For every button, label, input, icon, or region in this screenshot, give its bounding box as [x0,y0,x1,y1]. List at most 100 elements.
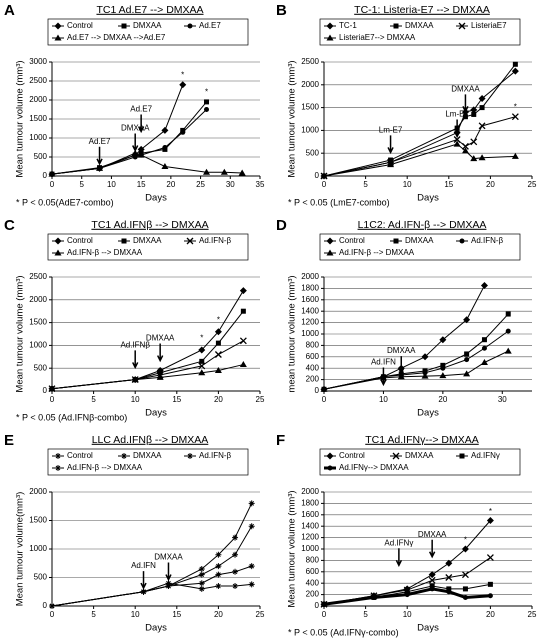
x-tick-label: 25 [528,180,537,189]
panel-letter: D [276,217,287,234]
marker [214,366,222,373]
x-tick-label: 35 [256,180,265,189]
marker [512,61,518,67]
marker [248,563,255,570]
marker [239,361,247,368]
annotation-arrow [132,350,139,370]
marker [387,161,395,168]
y-tick-label: 2000 [301,272,319,281]
marker [131,376,139,383]
x-tick-label: 20 [214,395,223,404]
x-tick-label: 10 [107,180,116,189]
legend-label: Ad.IFNγ [471,451,500,460]
y-tick-label: 2000 [29,95,47,104]
y-tick-label: 500 [34,573,48,582]
marker [240,308,246,314]
y-axis-label: Mean tumour volume (mm³) [287,490,298,607]
annotation-arrow [137,114,145,134]
marker [232,551,239,558]
annotation-arrow [96,146,103,166]
legend-marker [55,453,61,459]
x-tick-label: 25 [256,395,265,404]
y-tick-label: 1000 [29,341,47,350]
panel-letter: A [4,2,15,19]
legend-label: DMXAA [405,236,434,245]
annotation-arrow [387,135,394,155]
marker [478,122,486,130]
y-tick-label: 1800 [301,499,319,508]
marker [480,282,488,290]
y-tick-label: 1500 [301,103,319,112]
marker [239,337,247,345]
x-axis-label: Days [417,193,439,204]
annotation: Ad.IFNβ [120,341,150,350]
annotation-arrow [398,356,405,375]
x-tick-label: 5 [363,610,368,619]
marker [511,113,519,121]
marker [165,580,172,587]
y-tick-label: 1500 [29,318,47,327]
x-tick-label: 5 [363,180,368,189]
annotation-arrow [140,571,147,590]
marker [440,362,446,368]
x-tick-label: 0 [322,610,327,619]
legend-label: DMXAA [133,236,162,245]
marker [156,373,164,380]
marker [462,594,468,600]
x-tick-label: 10 [403,610,412,619]
y-tick-label: 200 [306,375,320,384]
annotation: * [200,334,203,343]
annotation-arrow [132,133,139,153]
series-line [323,313,509,390]
y-tick-label: 2000 [29,295,47,304]
y-tick-label: 500 [306,148,320,157]
x-tick-label: 5 [91,395,96,404]
x-tick-label: 30 [498,395,507,404]
y-tick-label: 1600 [301,510,319,519]
marker [161,126,169,134]
marker [403,585,411,593]
marker [248,581,255,588]
marker [429,586,435,592]
y-tick-label: 1200 [301,533,319,542]
y-tick-label: 1200 [301,318,319,327]
footnote: * P < 0.05 (Ad.IFNβ-combo) [16,412,127,422]
y-tick-label: 1400 [301,306,319,315]
legend-label: Ad.E7 [199,21,221,30]
chart-title: TC1 Ad.E7 --> DMXAA [96,4,203,16]
annotation: * [217,315,220,324]
marker [96,164,104,171]
y-tick-label: 0 [43,386,48,395]
legend-label: DMXAA [405,21,434,30]
legend-label: ListeriaE7--> DMXAA [339,33,416,42]
legend-marker [54,34,62,41]
legend: Control DMXAA Ad.IFN-β Ad.IFN-β --> DMXAA [47,233,249,261]
y-axis-label: mean tumour volume (mm³) [287,275,298,392]
marker [471,111,477,117]
marker [132,154,138,160]
marker [198,580,205,587]
annotation: Ad.IFN [131,561,156,570]
legend-box [47,233,249,261]
legend: Control DMXAA Ad.IFNγ Ad.IFNγ--> DMXAA [319,448,521,476]
series-line [323,63,516,177]
marker [462,586,468,592]
y-tick-label: 400 [306,578,320,587]
legend-marker [393,238,399,244]
marker [215,340,221,346]
marker [320,385,328,392]
legend-label: Ad.E7 --> DMXAA -->Ad.E7 [67,33,166,42]
y-tick-label: 600 [306,352,320,361]
y-tick-label: 0 [43,171,48,180]
y-tick-label: 800 [306,556,320,565]
legend-label: Ad.IFN-β [471,236,504,245]
marker [479,105,485,111]
marker [462,114,468,120]
annotation: DMXAA [418,530,447,539]
y-tick-label: 2500 [29,76,47,85]
legend-label: Control [67,451,93,460]
legend-label: Control [67,236,93,245]
